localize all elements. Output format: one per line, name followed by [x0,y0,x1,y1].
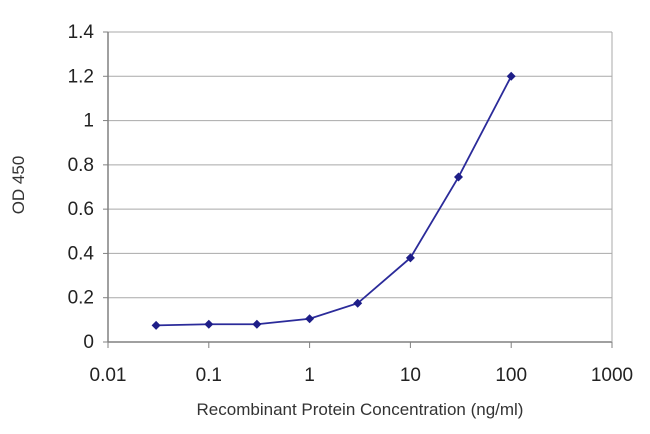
axes [103,31,613,348]
data-point [252,319,262,329]
data-point [305,314,315,324]
data-point [151,320,161,330]
y-tick-label: 1 [83,111,94,132]
y-tick-label: 0.6 [68,199,94,220]
x-tick-label: 1000 [591,365,633,386]
x-axis-label: Recombinant Protein Concentration (ng/ml… [197,400,524,419]
y-tick-label: 0 [83,332,94,353]
x-tick-labels: 0.01 0.1 1 10 100 1000 [90,365,634,386]
x-tick-label: 0.1 [196,365,222,386]
x-tick-label: 1 [304,365,315,386]
data-point [453,172,463,182]
x-tick-label: 0.01 [90,365,127,386]
data-point [405,253,415,263]
series-line [156,75,512,327]
series [151,71,516,330]
y-tick-label: 0.4 [68,243,95,264]
x-tick-label: 100 [495,365,527,386]
y-tick-label: 1.4 [68,22,95,43]
y-tick-label: 1.2 [68,66,94,87]
data-point [204,319,214,329]
y-tick-label: 0.2 [68,288,94,309]
data-point [506,71,516,81]
y-tick-labels: 0 0.2 0.4 0.6 0.8 1 1.2 1.4 [68,22,95,353]
data-point [353,298,363,308]
y-axis-label: OD 450 [9,156,28,215]
y-tick-label: 0.8 [68,155,94,176]
x-tick-label: 10 [400,365,421,386]
gridlines [108,31,612,299]
